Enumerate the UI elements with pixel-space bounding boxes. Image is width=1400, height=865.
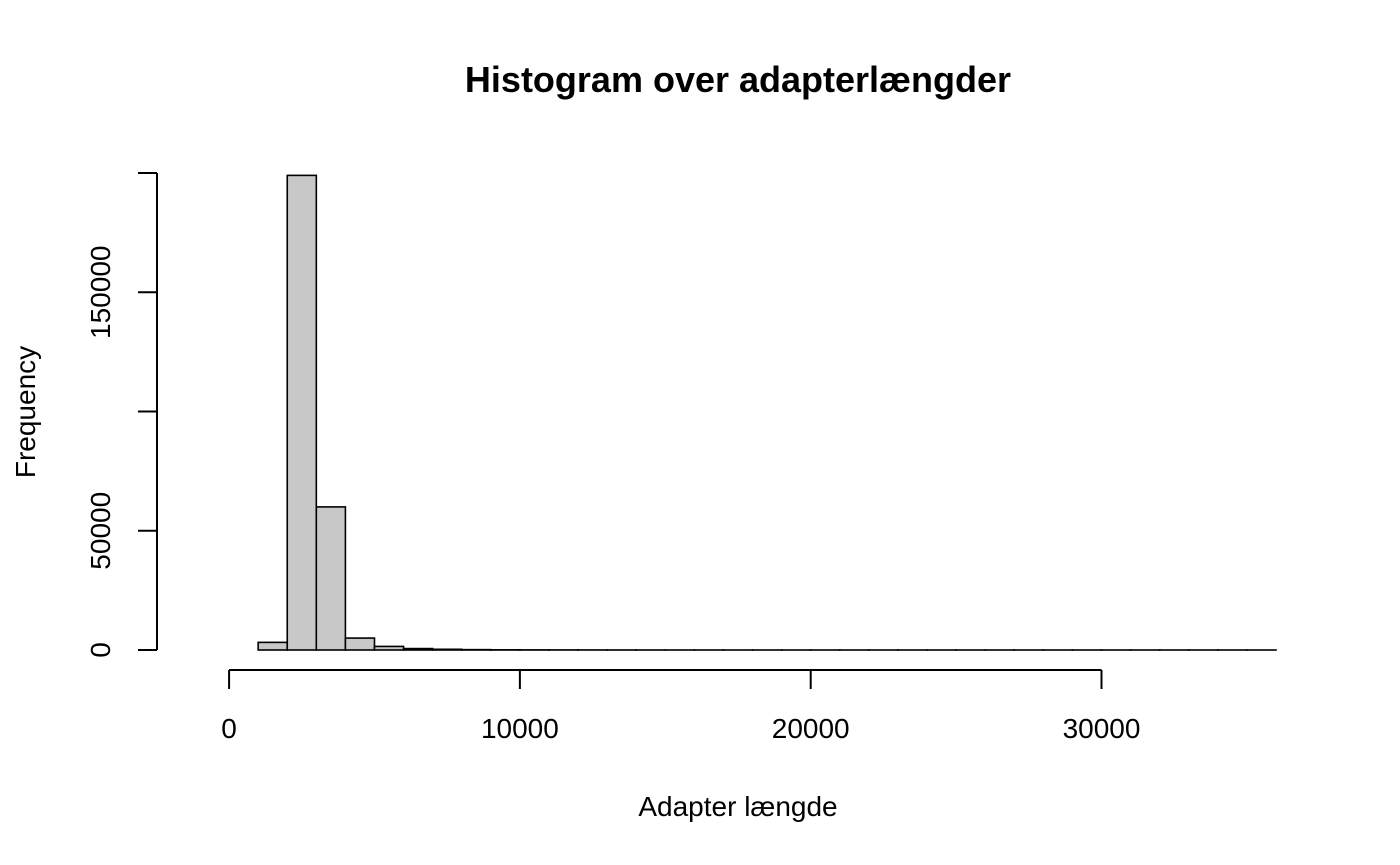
x-tick-label: 0 [221, 713, 237, 744]
histogram-bar [431, 648, 463, 651]
histogram-bar [257, 641, 289, 651]
histogram-bar [373, 645, 405, 651]
y-tick-label: 50000 [85, 492, 116, 570]
x-axis: 0 10000 20000 30000 [221, 669, 1141, 744]
x-tick-label: 20000 [772, 713, 850, 744]
histogram-bar [402, 647, 434, 651]
y-axis-label: Frequency [10, 346, 41, 478]
x-tick-label: 10000 [481, 713, 559, 744]
histogram-bar [344, 637, 376, 651]
histogram-bar [315, 506, 347, 651]
y-tick-label: 150000 [85, 246, 116, 339]
chart-title: Histogram over adapterlængder [465, 59, 1011, 100]
x-tick-label: 30000 [1063, 713, 1141, 744]
histogram-bar [286, 174, 318, 651]
y-tick-label: 0 [85, 642, 116, 658]
y-axis: 0 50000 150000 [85, 172, 158, 658]
bars-group [257, 174, 1277, 651]
x-axis-label: Adapter længde [638, 791, 837, 822]
